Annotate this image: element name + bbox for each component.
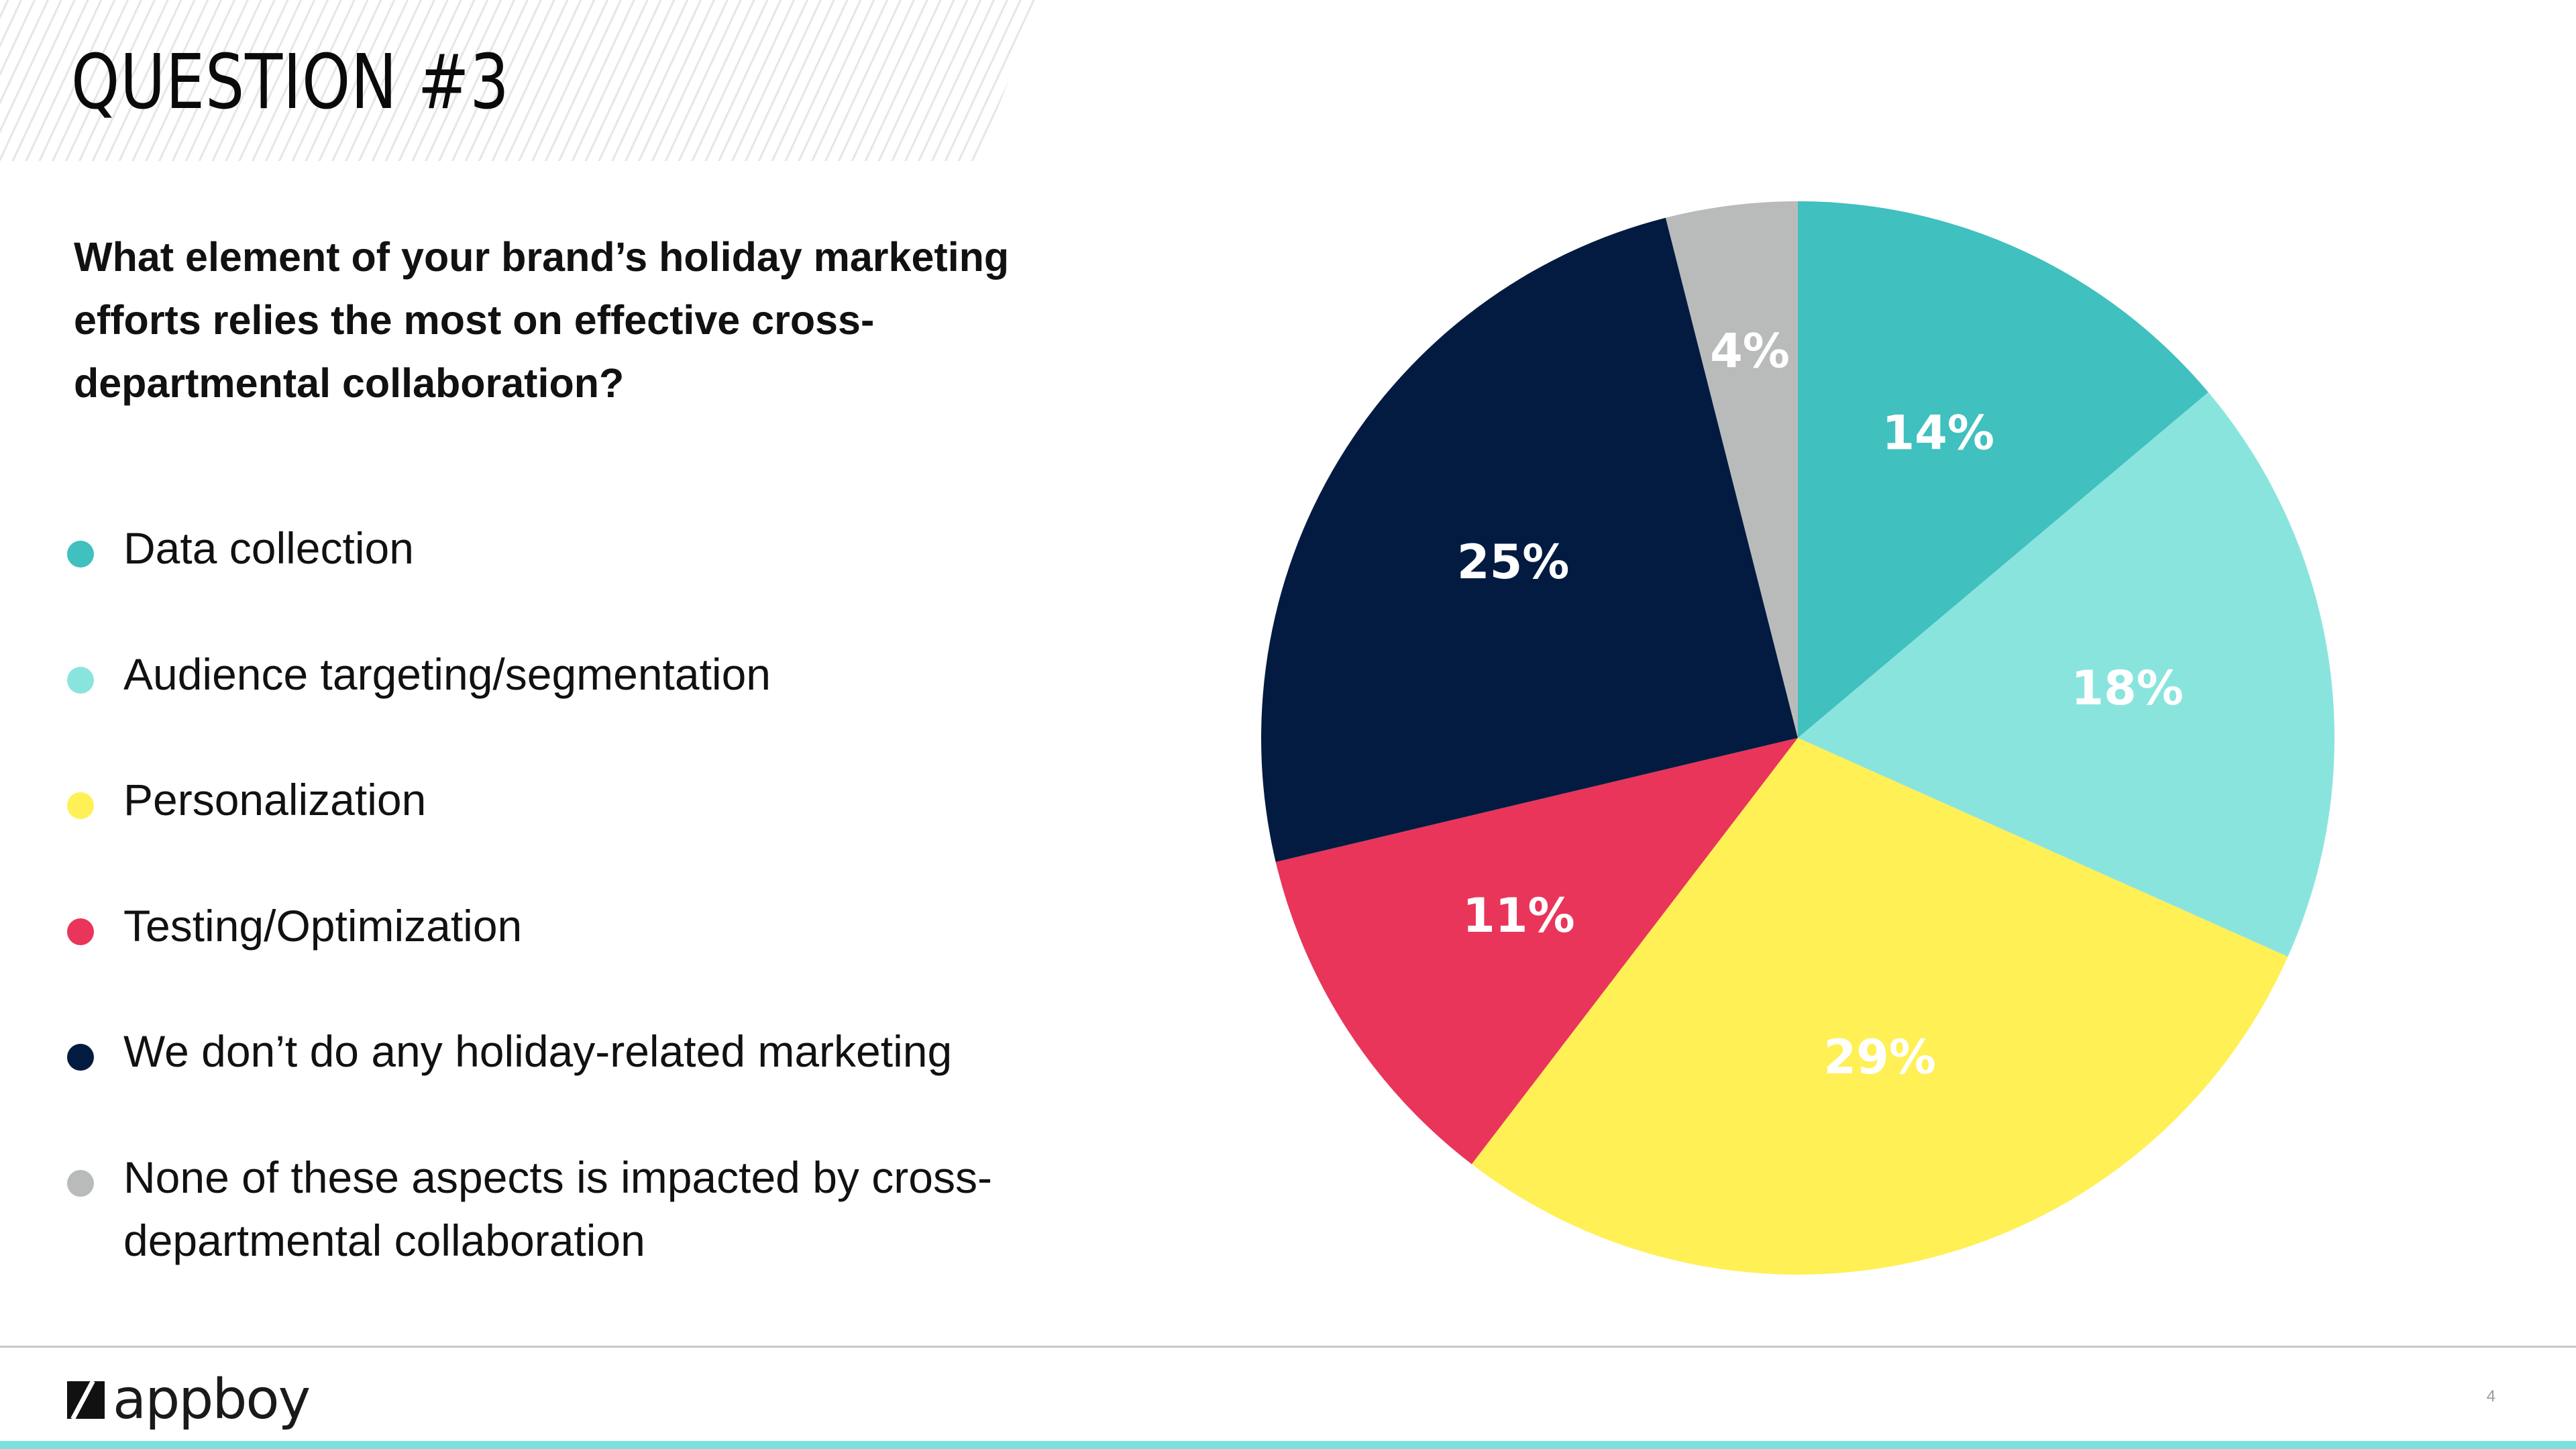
pie-slice-5 (1665, 201, 1798, 738)
legend-item-none-impacted: None of these aspects is impacted by cro… (67, 1146, 1060, 1307)
legend-item-audience-targeting: Audience targeting/segmentation (67, 643, 1060, 769)
legend-label: None of these aspects is impacted by cro… (123, 1152, 992, 1265)
logo-mark-icon (67, 1381, 105, 1419)
legend-swatch (67, 1169, 94, 1197)
footer-accent-bar (0, 1441, 2576, 1449)
page-title: QUESTION #3 (71, 39, 510, 126)
pie-chart: 14% 18% 29% 11% 25% 4% (1248, 188, 2428, 1288)
legend-label: Data collection (123, 523, 414, 573)
pie-data-label-3: 11% (1462, 888, 1575, 943)
legend-item-testing-optimization: Testing/Optimization (67, 894, 1060, 1020)
pie-data-label-1: 18% (2071, 661, 2184, 716)
legend-swatch (67, 918, 94, 945)
footer-divider (0, 1346, 2576, 1348)
pie-data-label-0: 14% (1882, 405, 1994, 460)
legend-swatch (67, 666, 94, 694)
pie-data-label-2: 29% (1823, 1030, 1936, 1085)
legend-label: Personalization (123, 775, 427, 824)
pie-slice-0 (1798, 201, 2208, 738)
pie-data-label-5: 4% (1710, 323, 1790, 378)
legend-swatch (67, 1044, 94, 1071)
pie-slice-2 (1471, 738, 2288, 1275)
legend-label: Testing/Optimization (123, 900, 523, 951)
legend-label: Audience targeting/segmentation (123, 649, 771, 699)
header-hatch-pattern (0, 0, 1040, 161)
survey-question: What element of your brand’s holiday mar… (74, 234, 1010, 406)
chart-legend: Data collection Audience targeting/segme… (67, 517, 1060, 1307)
pie-data-label-4: 25% (1457, 535, 1570, 590)
brand-logo: appboy (67, 1368, 311, 1432)
page-number: 4 (2486, 1387, 2496, 1405)
pie-slice-1 (1798, 392, 2334, 957)
legend-item-no-holiday-marketing: We don’t do any holiday-related marketin… (67, 1020, 1060, 1146)
legend-label: We don’t do any holiday-related marketin… (123, 1026, 953, 1076)
legend-swatch (67, 541, 94, 568)
legend-item-personalization: Personalization (67, 768, 1060, 894)
pie-slice-3 (1275, 738, 1798, 1165)
legend-item-data-collection: Data collection (67, 517, 1060, 643)
pie-slice-4 (1261, 217, 1798, 862)
legend-swatch (67, 792, 94, 819)
pie-chart-svg: 14% 18% 29% 11% 25% 4% (1261, 201, 2334, 1275)
logo-wordmark: appboy (113, 1368, 311, 1432)
